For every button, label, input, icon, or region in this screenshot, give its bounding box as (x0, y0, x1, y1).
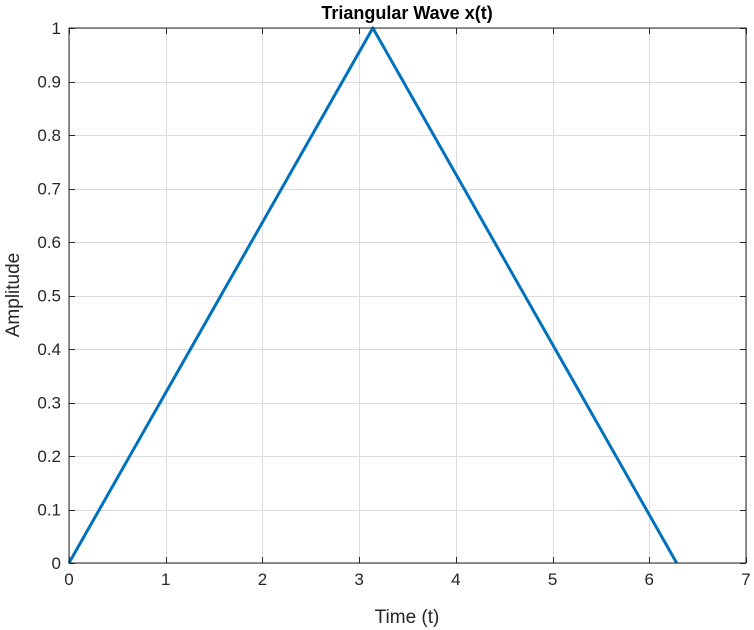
x-tick-label: 2 (258, 570, 267, 589)
axes-box (68, 27, 747, 564)
x-tick-label: 4 (451, 570, 460, 589)
y-tick-label: 1 (52, 19, 61, 38)
chart-title: Triangular Wave x(t) (321, 3, 492, 23)
y-tick-label: 0.9 (37, 73, 61, 92)
y-tick-label: 0.1 (37, 501, 61, 520)
x-tick-label: 0 (64, 570, 73, 589)
grid (69, 28, 747, 564)
y-axis-label: Amplitude (3, 253, 24, 338)
y-tick-label: 0.7 (37, 180, 61, 199)
x-tick-label: 6 (645, 570, 654, 589)
y-tick-label: 0.5 (37, 287, 61, 306)
y-tick-label: 0.8 (37, 126, 61, 145)
ticks: 0 1 2 3 4 5 6 7 0 0.1 0.2 0.3 0.4 0.5 0.6 0.7 0.8 0.9 1 (37, 19, 750, 589)
x-tick-label: 1 (161, 570, 170, 589)
y-tick-label: 0.3 (37, 394, 61, 413)
x-tick-label: 7 (741, 570, 750, 589)
y-tick-label: 0.4 (37, 340, 61, 359)
plot-background (69, 28, 746, 563)
y-tick-label: 0 (52, 554, 61, 573)
x-axis-label: Time (t) (375, 607, 440, 628)
x-tick-label: 5 (548, 570, 557, 589)
y-tick-label: 0.2 (37, 447, 61, 466)
x-tick-label: 3 (354, 570, 363, 589)
y-tick-label: 0.6 (37, 233, 61, 252)
